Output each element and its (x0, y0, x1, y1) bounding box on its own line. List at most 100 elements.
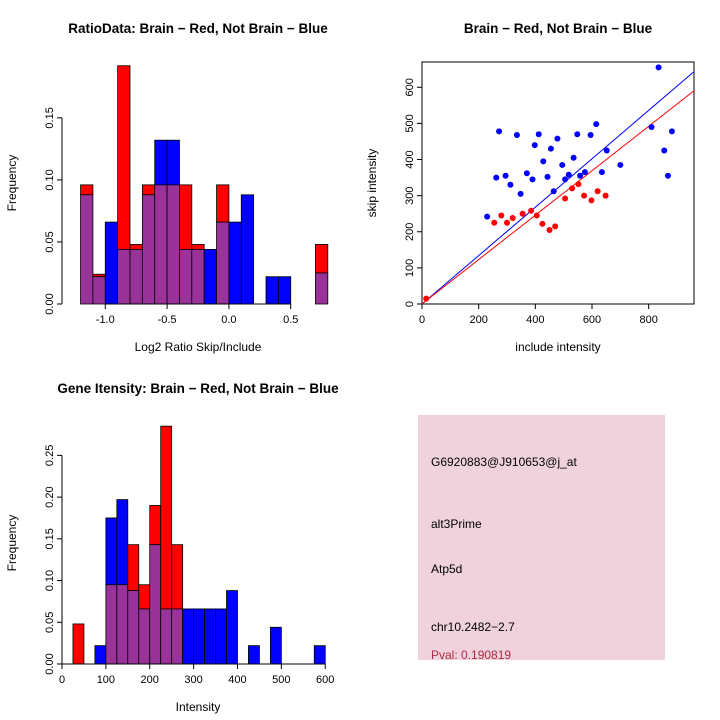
hist-bar-blue (313, 645, 326, 665)
scatter-point-blue (574, 131, 581, 138)
hist-bar-red (129, 244, 143, 250)
x-tick-label: 800 (639, 314, 657, 326)
y-tick-label: 0.25 (44, 445, 56, 466)
y-tick-label: 100 (404, 259, 416, 277)
scatter-point-red (539, 220, 546, 227)
x-tick-label: 600 (583, 314, 601, 326)
scatter-point-blue (544, 173, 551, 180)
hist-bar-red (127, 544, 140, 591)
hist-bar-blue (116, 499, 129, 586)
splice-type-text: alt3Prime (431, 517, 482, 531)
scatter-point-blue (617, 161, 624, 168)
hist-bar-blue (193, 608, 205, 665)
scatter-point-blue (484, 213, 491, 220)
scatter-point-blue (603, 147, 610, 154)
intensity-scatter-chart: 0 200 400 600 800 0 100 200 300 400 500 600 Brain − … (365, 21, 695, 354)
scatter-point-blue (540, 158, 547, 165)
hist-bar-red (117, 65, 131, 250)
hist-bar-overlap (171, 608, 184, 665)
hist-bar-overlap (138, 608, 151, 665)
scatter-point-red (504, 219, 510, 226)
hist-bar-blue (182, 608, 195, 665)
scatter-point-blue (593, 121, 600, 128)
y-axis-label: Frequency (5, 155, 19, 212)
scatter-point-red (491, 219, 498, 226)
y-tick-label: 0 (404, 301, 416, 307)
x-tick-label: 0 (59, 674, 65, 686)
scatter-point-blue (535, 131, 542, 138)
scatter-point-red (528, 207, 535, 214)
x-axis-label: Log2 Ratio Skip/Include (135, 340, 262, 354)
scatter-point-blue (550, 188, 557, 195)
hist-bar-overlap (116, 584, 129, 665)
scatter-point-blue (559, 161, 566, 168)
gene-info-panel: G6920883@J910653@j_at alt3Prime Atp5d ch… (360, 360, 720, 720)
scatter-point-blue (493, 174, 500, 181)
scatter-point-blue (648, 124, 655, 131)
y-tick-label: 0.15 (44, 528, 56, 549)
scatter-point-blue (513, 131, 520, 138)
ratio-histogram-panel: -1.0 -0.5 0.0 0.5 0.00 0.05 0.10 0.15 RatioData:… (0, 0, 360, 360)
y-tick-label: 0.00 (44, 293, 56, 314)
scatter-point-blue (502, 172, 509, 179)
hist-bar-red (216, 184, 230, 223)
scatter-point-blue (562, 176, 569, 183)
y-tick-label: 600 (404, 78, 416, 96)
genome-location-text: chr10.2482−2.7 (431, 620, 515, 634)
intensity-scatter-panel: 0 200 400 600 800 0 100 200 300 400 500 600 Brain − … (360, 0, 720, 360)
y-axis-label: skip intensity (365, 149, 379, 218)
hist-bar-blue (104, 221, 119, 305)
hist-bar-overlap (179, 248, 193, 305)
x-tick-label: -0.5 (158, 314, 177, 326)
scatter-point-red (569, 185, 576, 192)
pval-text: Pval: 0.190819 (431, 648, 512, 662)
scatter-point-red (423, 295, 430, 302)
y-tick-label: 300 (404, 186, 416, 204)
hist-bar-red (171, 544, 184, 610)
fit-line-blue (421, 71, 695, 305)
ratio-histogram-chart: -1.0 -0.5 0.0 0.5 0.00 0.05 0.10 0.15 RatioData:… (5, 21, 329, 354)
hist-bar-overlap (154, 184, 168, 305)
scatter-point-blue (668, 128, 675, 135)
x-axis-label: Intensity (176, 700, 221, 714)
y-tick-label: 0.05 (44, 231, 56, 252)
x-tick-label: 500 (272, 674, 290, 686)
scatter-point-blue (531, 142, 538, 149)
hist-bar-red (149, 505, 162, 546)
scatter-point-blue (554, 135, 561, 142)
hist-bar-blue (240, 194, 255, 305)
hist-bar-red (160, 425, 173, 610)
scatter-point-blue (577, 172, 584, 179)
scatter-point-red (533, 212, 540, 219)
scatter-point-blue (565, 171, 572, 178)
chart-title: RatioData: Brain − Red, Not Brain − Blue (68, 21, 328, 36)
hist-bar-red (191, 244, 205, 250)
x-tick-label: -1.0 (96, 314, 115, 326)
y-tick-label: 0.15 (44, 107, 56, 128)
hist-bar-blue (248, 645, 260, 665)
scatter-point-red (562, 195, 569, 202)
hist-bar-overlap (149, 544, 162, 665)
scatter-point-blue (547, 145, 554, 152)
hist-bar-blue (228, 221, 242, 305)
scatter-point-blue (587, 131, 594, 138)
hist-bar-red (179, 184, 193, 250)
hist-bar-overlap (216, 221, 230, 305)
hist-bar-overlap (117, 248, 131, 305)
scatter-point-red (519, 210, 526, 217)
y-tick-label: 0.00 (44, 653, 56, 674)
scatter-point-blue (664, 172, 671, 179)
hist-bar-overlap (141, 194, 156, 305)
scatter-point-blue (517, 190, 524, 197)
hist-bar-red (138, 584, 151, 610)
scatter-point-red (552, 223, 559, 230)
scatter-point-blue (496, 128, 503, 135)
x-tick-label: 400 (526, 314, 544, 326)
gene-intensity-histogram-panel: 0 100 200 300 400 500 600 0.00 0.05 0.10 0.15 0.20 0… (0, 360, 360, 720)
hist-bar-overlap (315, 272, 329, 305)
scatter-point-blue (570, 154, 577, 161)
hist-bar-blue (166, 139, 180, 186)
hist-bar-overlap (191, 248, 205, 305)
scatter-point-red (509, 215, 516, 222)
